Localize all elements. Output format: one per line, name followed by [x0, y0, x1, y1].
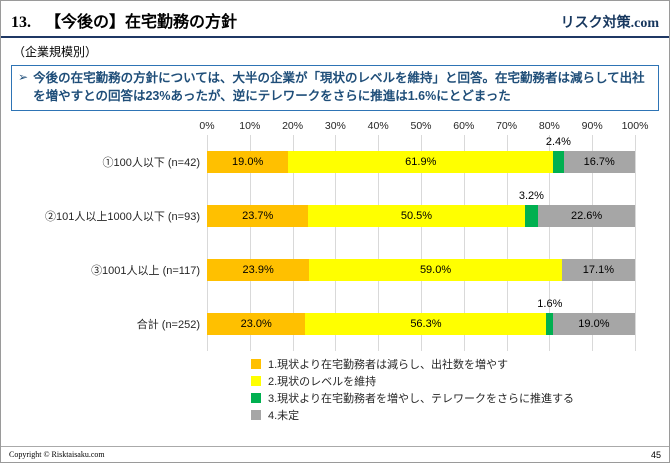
page-number: 45 — [650, 449, 661, 460]
segment-value-label: 23.0% — [240, 318, 272, 331]
gridline — [249, 135, 251, 352]
category-axis: ①100人以下 (n=42) ②101人以上1000人以下 (n=93) ③1001… — [9, 119, 207, 351]
bar-segment — [546, 313, 554, 336]
legend-item: 4.未定 — [251, 406, 669, 423]
legend-swatch — [251, 358, 261, 369]
legend-swatch — [251, 375, 261, 386]
segment-value-label: 3.2% — [518, 190, 544, 203]
x-tick-label: 70% — [496, 120, 518, 133]
stacked-bar: 23.0% 56.3% 19.0% — [207, 313, 635, 336]
category-label: 合計 (n=252) — [136, 319, 200, 332]
brand-logo: リスク対策.com — [560, 16, 659, 31]
legend-item: 3.現状より在宅勤務者を増やし、テレワークをさらに推進する — [251, 389, 669, 406]
chart-legend: 1.現状より在宅勤務者は減らし、出社数を増やす 2.現状のレベルを維持 3.現状より… — [251, 355, 669, 423]
bar-segment: 56.3% — [305, 313, 547, 336]
segment-value-label: 56.3% — [410, 318, 442, 331]
bar-segment: 17.1% — [561, 259, 635, 282]
gridline — [207, 135, 208, 352]
bar-segment: 23.9% — [207, 259, 310, 282]
bar-segment — [553, 151, 564, 174]
bar-row: 2.4% 19.0% 61.9% 16.7% — [207, 135, 635, 189]
gridline — [421, 135, 422, 352]
x-tick-label: 40% — [367, 120, 389, 133]
bar-row: 23.9% 59.0% 17.1% — [207, 243, 635, 297]
gridline — [549, 135, 551, 352]
legend-swatch — [251, 392, 261, 403]
copyright-text: Copyright © Risktaisaku.com — [9, 450, 105, 459]
gridline — [378, 135, 380, 352]
slide-footer: Copyright © Risktaisaku.com 45 — [1, 446, 669, 462]
x-tick-label: 20% — [282, 120, 304, 133]
category-label: ①100人以下 (n=42) — [102, 157, 200, 170]
stacked-bar: 19.0% 61.9% 16.7% — [207, 151, 635, 174]
segment-value-label: 2.4% — [545, 136, 571, 149]
x-axis: 0% 10% 20% 30% 40% 50% 60% 70% 80% 90% 100% — [199, 119, 648, 135]
slide-header: 13. 【今後の】在宅勤務の方針 リスク対策.com — [1, 1, 669, 38]
x-tick-label: 80% — [538, 120, 560, 133]
segment-value-label: 61.9% — [405, 156, 437, 169]
gridline — [506, 135, 508, 352]
bar-segment: 23.7% — [207, 205, 309, 228]
bar-segment: 61.9% — [288, 151, 554, 174]
x-tick-label: 90% — [581, 120, 603, 133]
gridline — [292, 135, 294, 352]
bar-segment: 59.0% — [309, 259, 562, 282]
bullet-arrow-icon: ➢ — [18, 70, 29, 84]
segment-value-label: 59.0% — [419, 264, 452, 277]
segment-value-label: 50.5% — [400, 210, 433, 223]
legend-label: 1.現状より在宅勤務者は減らし、出社数を増やす — [268, 358, 508, 371]
bar-segment: 50.5% — [308, 205, 525, 228]
x-tick-label: 0% — [199, 120, 215, 133]
segment-value-label: 17.1% — [582, 264, 614, 277]
stacked-bar: 23.7% 50.5% 22.6% — [207, 205, 635, 228]
bar-row: 3.2% 23.7% 50.5% 22.6% — [207, 189, 635, 243]
summary-text: 今後の在宅勤務の方針については、大半の企業が「現状のレベルを維持」と回答。在宅勤… — [33, 71, 645, 104]
segment-value-label: 23.9% — [242, 264, 274, 277]
x-tick-label: 100% — [621, 120, 649, 133]
plot-area: 2.4% 19.0% 61.9% 16.7% 3.2% 23.7% 50.5% 22.6% 23… — [207, 135, 636, 352]
bar-segment: 19.0% — [207, 151, 289, 174]
segment-value-label: 22.6% — [570, 210, 603, 223]
stacked-bar-chart: ①100人以下 (n=42) ②101人以上1000人以下 (n=93) ③1001… — [9, 119, 648, 352]
bar-segment — [524, 205, 539, 228]
gridlines — [207, 135, 636, 352]
legend-label: 4.未定 — [268, 409, 300, 422]
x-tick-label: 10% — [239, 120, 261, 133]
legend-label: 3.現状より在宅勤務者を増やし、テレワークをさらに推進する — [268, 392, 574, 405]
segment-value-label: 1.6% — [537, 298, 563, 311]
bar-row: 1.6% 23.0% 56.3% 19.0% — [207, 297, 635, 351]
x-tick-label: 50% — [410, 120, 432, 133]
slide-title-text: 【今後の】在宅勤務の方針 — [45, 14, 238, 31]
segment-value-label: 16.7% — [583, 156, 615, 169]
bar-rows: 2.4% 19.0% 61.9% 16.7% 3.2% 23.7% 50.5% 22.6% 23… — [207, 135, 635, 351]
slide-subtitle: （企業規模別） — [13, 45, 98, 59]
x-tick-label: 60% — [453, 120, 475, 133]
legend-item: 2.現状のレベルを維持 — [251, 372, 669, 389]
bar-segment: 22.6% — [538, 205, 635, 228]
category-label: ②101人以上1000人以下 (n=93) — [45, 211, 200, 224]
bar-segment: 19.0% — [553, 313, 635, 336]
gridline — [635, 135, 636, 352]
slide-title-number: 13. — [11, 14, 31, 31]
legend-swatch — [251, 409, 261, 420]
bar-segment: 16.7% — [563, 151, 635, 174]
bar-segment: 23.0% — [207, 313, 306, 336]
summary-callout: ➢ 今後の在宅勤務の方針については、大半の企業が「現状のレベルを維持」と回答。在… — [11, 65, 659, 112]
segment-value-label: 19.0% — [578, 318, 610, 331]
gridline — [463, 135, 465, 352]
category-label: ③1001人以上 (n=117) — [91, 265, 200, 278]
legend-item: 1.現状より在宅勤務者は減らし、出社数を増やす — [251, 355, 669, 372]
gridline — [592, 135, 594, 352]
segment-value-label: 23.7% — [242, 210, 274, 223]
legend-label: 2.現状のレベルを維持 — [268, 375, 377, 388]
x-tick-label: 30% — [324, 120, 346, 133]
segment-value-label: 19.0% — [232, 156, 264, 169]
slide-title: 13. 【今後の】在宅勤務の方針 — [11, 8, 237, 32]
gridline — [335, 135, 337, 352]
plot-column: 0% 10% 20% 30% 40% 50% 60% 70% 80% 90% 100% 2.4% 19… — [199, 119, 648, 352]
stacked-bar: 23.9% 59.0% 17.1% — [207, 259, 635, 282]
